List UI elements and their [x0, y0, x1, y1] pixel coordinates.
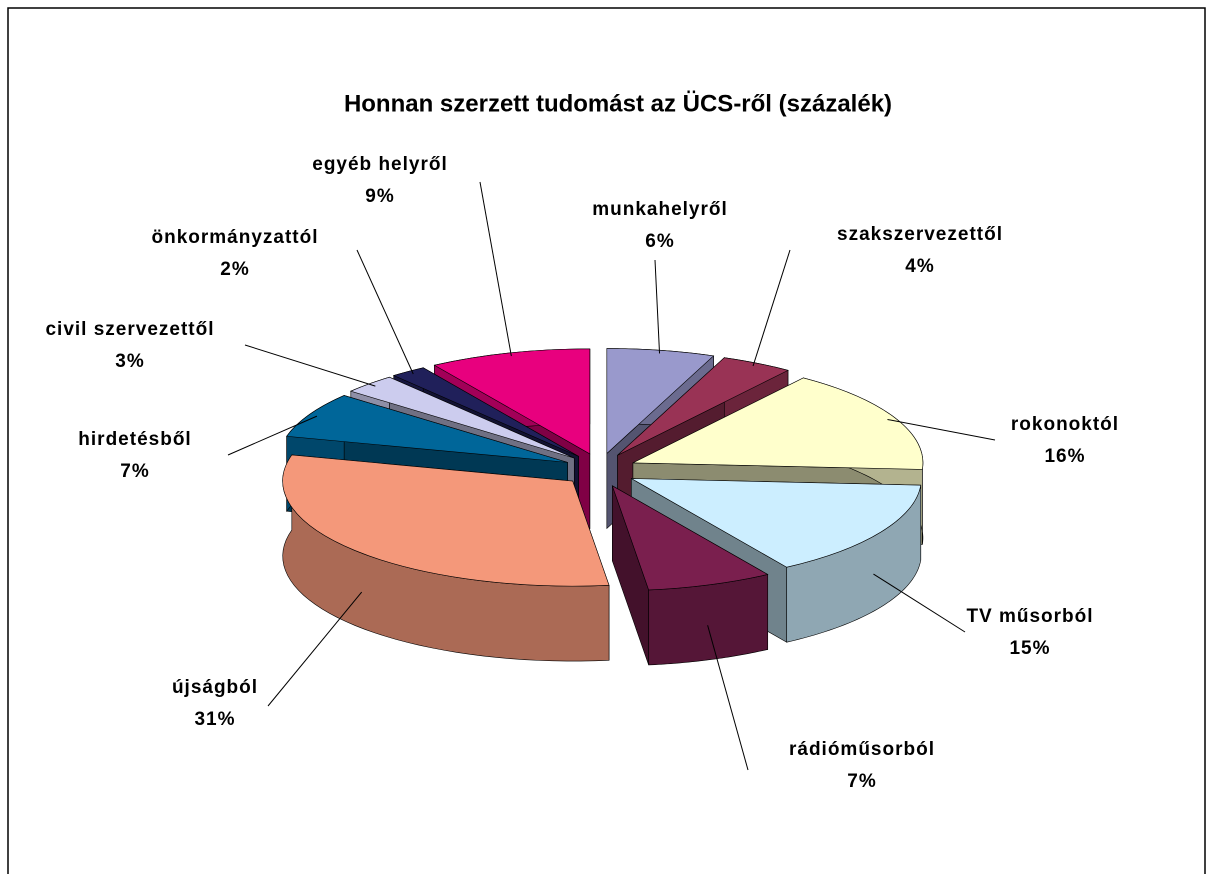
leader-line	[356, 249, 414, 375]
value-label: 7%	[120, 461, 149, 482]
slice	[433, 348, 591, 455]
value-label: 15%	[1009, 638, 1050, 659]
leader-line	[887, 418, 996, 441]
value-label: 3%	[115, 351, 144, 372]
value-label: 2%	[220, 259, 249, 280]
leader-line	[873, 573, 966, 633]
slice	[611, 485, 769, 591]
leader-line	[479, 181, 512, 357]
slice-label: munkahelyről	[592, 199, 728, 220]
value-label: 9%	[365, 186, 394, 207]
frame	[7, 7, 1206, 874]
slice	[392, 367, 579, 457]
slice	[632, 377, 924, 470]
leader-line	[752, 249, 791, 367]
slice	[286, 395, 568, 463]
slice	[631, 478, 922, 568]
slice-label: hirdetésből	[78, 429, 191, 450]
value-label: 6%	[645, 231, 674, 252]
slice	[617, 357, 789, 456]
leader-line	[654, 259, 661, 354]
slice-label: TV műsorból	[966, 606, 1093, 627]
leader-line	[267, 591, 363, 707]
leader-line	[227, 415, 318, 456]
leader-line	[707, 625, 749, 771]
slice-label: egyéb helyről	[312, 154, 448, 175]
value-label: 31%	[194, 709, 235, 730]
slice-label: civil szervezettől	[45, 319, 214, 340]
slice-label: rádióműsorból	[789, 739, 935, 760]
slice-label: önkormányzattól	[151, 227, 318, 248]
slice-label: újságból	[172, 677, 258, 698]
slice	[282, 454, 610, 587]
chart-title: Honnan szerzett tudomást az ÜCS-ről (szá…	[344, 90, 892, 117]
slice	[606, 348, 715, 455]
slice-label: szakszervezettől	[837, 224, 1003, 245]
value-label: 16%	[1044, 446, 1085, 467]
leader-line	[244, 344, 376, 387]
value-label: 4%	[905, 256, 934, 277]
slice-label: rokonoktól	[1011, 414, 1119, 435]
value-label: 7%	[847, 771, 876, 792]
